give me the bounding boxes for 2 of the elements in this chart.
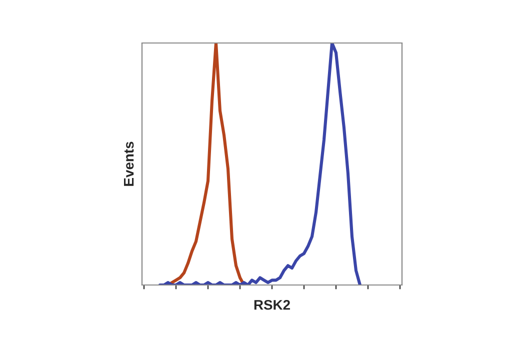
x-axis-title: RSK2 <box>254 300 290 310</box>
y-axis-title: Events <box>124 142 134 186</box>
